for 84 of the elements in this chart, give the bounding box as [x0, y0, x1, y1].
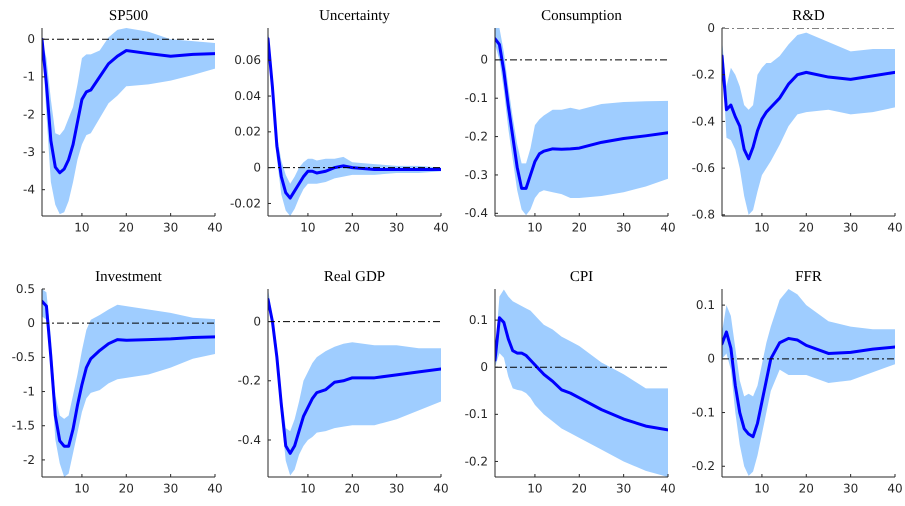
y-tick-label: 0 [707, 20, 715, 35]
x-tick-label: 10 [300, 220, 316, 235]
x-tick-label: 20 [798, 482, 814, 496]
chart-title: CPI [570, 269, 594, 285]
x-tick-label: 30 [616, 482, 632, 496]
line-series [722, 54, 895, 160]
x-tick-label: 20 [572, 220, 587, 235]
x-tick-label: 20 [118, 482, 134, 496]
y-tick-label: -0.2 [692, 459, 715, 474]
y-tick-label: -0.2 [464, 129, 488, 144]
y-tick-label: -0.1 [464, 91, 488, 106]
line-series [495, 316, 668, 432]
x-tick-label: 30 [389, 220, 404, 235]
chart-title: Consumption [541, 8, 622, 24]
x-tick-label: 10 [754, 482, 770, 496]
y-tick-label: -1 [23, 384, 35, 398]
x-tick-label: 40 [433, 482, 449, 496]
x-tick-label: 40 [433, 220, 449, 235]
y-tick-label: 0 [253, 160, 261, 174]
y-tick-label: 0.02 [234, 124, 261, 139]
y-tick-label: -3 [23, 144, 35, 159]
y-tick-label: -0.5 [12, 350, 35, 364]
y-tick-label: -1 [23, 70, 35, 84]
x-tick-label: 40 [660, 482, 676, 496]
y-tick-label: -0.4 [464, 206, 488, 220]
chart-title: Real GDP [324, 269, 386, 285]
x-tick-label: 20 [344, 482, 360, 496]
x-tick-label: 30 [389, 482, 404, 496]
y-tick-label: 0 [707, 352, 715, 366]
chart-title: Uncertainty [319, 8, 390, 24]
x-tick-label: 20 [344, 220, 360, 235]
x-tick-label: 10 [300, 482, 316, 496]
x-tick-label: 40 [207, 220, 223, 235]
x-tick-label: 10 [74, 220, 90, 235]
y-tick-label: 0 [480, 52, 488, 67]
line-series [42, 300, 215, 448]
x-tick-label: 10 [754, 220, 770, 235]
x-tick-label: 30 [843, 482, 858, 496]
x-tick-label: 40 [887, 482, 903, 496]
y-tick-label: -1.5 [12, 418, 35, 433]
y-tick-label: -0.4 [692, 114, 715, 128]
y-tick-label: -0.2 [692, 68, 715, 82]
y-tick-label: -0.6 [692, 160, 715, 175]
x-tick-label: 30 [163, 482, 178, 496]
line-series [42, 38, 215, 174]
x-tick-label: 10 [527, 220, 543, 235]
chart-title: FFR [795, 269, 822, 285]
y-tick-label: 0 [253, 314, 261, 328]
x-tick-label: 30 [163, 220, 178, 235]
x-tick-label: 40 [887, 220, 903, 235]
y-tick-label: 0 [480, 360, 488, 374]
x-tick-label: 20 [798, 220, 814, 235]
y-tick-label: 0.5 [16, 282, 35, 296]
x-tick-label: 20 [572, 482, 587, 496]
x-tick-label: 30 [616, 220, 632, 235]
line-series [495, 37, 668, 190]
x-tick-label: 40 [207, 482, 223, 496]
x-tick-label: 10 [527, 482, 543, 496]
y-tick-label: -0.3 [464, 168, 488, 182]
y-tick-label: -0.2 [238, 374, 261, 388]
y-tick-label: 0.1 [696, 298, 715, 312]
y-tick-label: 0 [27, 32, 35, 46]
y-tick-label: 0.06 [234, 53, 261, 68]
chart-title: R&D [792, 8, 825, 24]
y-tick-label: -2 [23, 107, 35, 122]
y-tick-label: -0.2 [464, 454, 488, 468]
y-tick-label: 0 [27, 316, 35, 330]
line-series [722, 330, 895, 438]
x-tick-label: 30 [843, 220, 858, 235]
y-tick-label: -0.1 [692, 405, 715, 420]
y-tick-label: 0.1 [468, 312, 488, 327]
y-tick-label: -4 [23, 182, 35, 197]
x-tick-label: 40 [660, 220, 676, 235]
y-tick-label: -2 [23, 452, 35, 467]
chart-title: Investment [95, 269, 163, 285]
line-series [268, 298, 441, 455]
y-tick-label: -0.02 [230, 196, 261, 210]
y-tick-label: -0.4 [238, 432, 261, 447]
y-tick-label: -0.1 [464, 407, 488, 422]
x-tick-label: 10 [74, 482, 90, 496]
y-tick-label: 0.04 [234, 88, 261, 103]
y-tick-label: -0.8 [692, 208, 715, 222]
x-tick-label: 20 [118, 220, 134, 235]
chart-title: SP500 [108, 8, 148, 24]
